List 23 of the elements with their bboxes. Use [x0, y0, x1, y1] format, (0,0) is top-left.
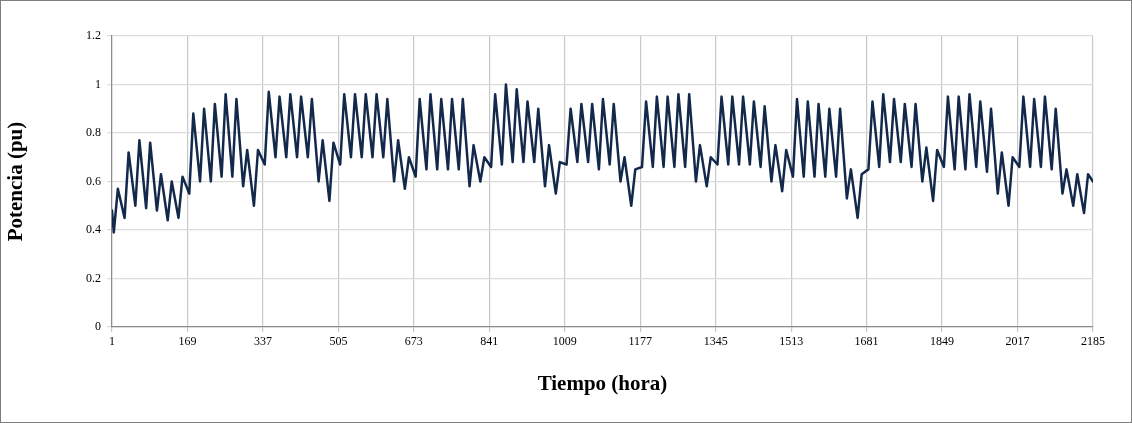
- x-tick-label: 337: [253, 334, 272, 349]
- x-tick-label: 1849: [930, 334, 955, 349]
- y-tick-label: 0.2: [86, 270, 101, 285]
- x-tick-label: 505: [329, 334, 348, 349]
- x-tick-label: 1345: [703, 334, 728, 349]
- y-tick-label: 0.8: [86, 125, 101, 140]
- y-tick-label: 1.2: [86, 28, 101, 43]
- y-tick-label: 0.6: [86, 173, 101, 188]
- y-axis-title: Potencia (pu): [3, 121, 28, 242]
- x-tick-label: 1513: [779, 334, 804, 349]
- x-tick-label: 841: [480, 334, 499, 349]
- x-tick-label: 2185: [1081, 334, 1105, 349]
- y-tick-label: 0.4: [86, 222, 101, 237]
- x-tick-label: 1681: [854, 334, 879, 349]
- x-tick-label: 673: [404, 334, 423, 349]
- x-tick-label: 2017: [1005, 334, 1030, 349]
- x-tick-label: 1009: [552, 334, 577, 349]
- x-tick-label: 1: [109, 334, 115, 349]
- x-tick-label: 169: [178, 334, 197, 349]
- y-tick-label: 0: [95, 319, 101, 334]
- x-tick-label: 1177: [628, 334, 653, 349]
- y-tick-label: 1: [95, 76, 101, 91]
- x-axis-title: Tiempo (hora): [537, 370, 668, 395]
